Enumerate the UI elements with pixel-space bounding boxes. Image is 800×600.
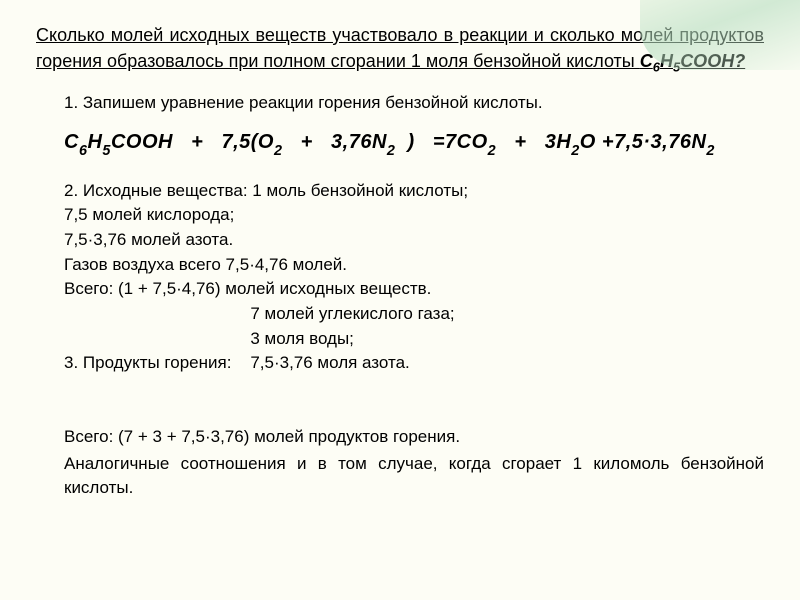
slide: Сколько молей исходных веществ участвова… [0,0,800,521]
line-oxygen: 7,5 молей кислорода; [64,203,764,228]
title: Сколько молей исходных веществ участвова… [36,22,764,77]
product-nitrogen: 7,5·3,76 моля азота. [250,351,454,376]
line-reactants-total: Всего: (1 + 7,5·4,76) молей исходных вещ… [64,277,764,302]
equation: C6H5COOH + 7,5(O2 + 3,76N2 ) =7CO2 + 3H2… [36,127,764,160]
line-products-total: Всего: (7 + 3 + 7,5·3,76) молей продукто… [64,425,764,450]
body: 2. Исходные вещества: 1 моль бензойной к… [36,179,764,450]
product-water: 3 моля воды; [250,327,454,352]
final-note: Аналогичные соотношения и в том случае, … [36,452,764,501]
products-label: 3. Продукты горения: [64,353,250,372]
products-block: 3. Продукты горения: 7 молей углекислого… [64,302,764,425]
line-air-total: Газов воздуха всего 7,5·4,76 молей. [64,253,764,278]
line-reactants-header: 2. Исходные вещества: 1 моль бензойной к… [64,179,764,204]
product-co2: 7 молей углекислого газа; [250,302,454,327]
step-1: 1. Запишем уравнение реакции горения бен… [36,93,764,113]
title-formula: C6H5COOH? [640,51,745,71]
line-nitrogen: 7,5·3,76 молей азота. [64,228,764,253]
